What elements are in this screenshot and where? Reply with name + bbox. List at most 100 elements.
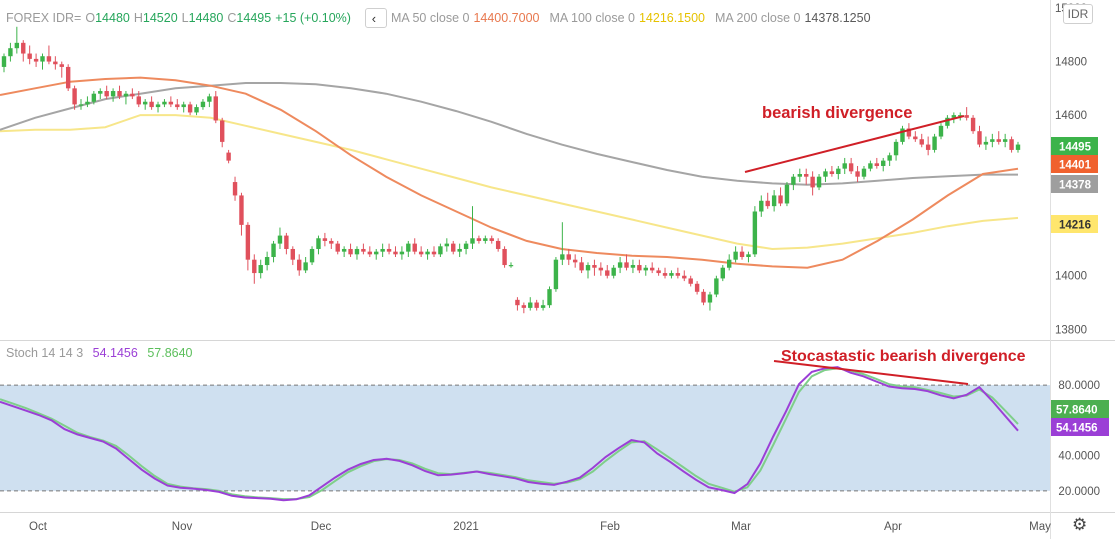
stoch-band (0, 385, 1050, 491)
candle-body (874, 163, 880, 166)
candle-body (46, 56, 52, 62)
candle-body (688, 278, 693, 284)
candle-body (226, 152, 231, 161)
stoch-legend: Stoch 14 14 3 54.1456 57.8640 (6, 346, 199, 360)
price-divergence-label: bearish divergence (762, 104, 912, 122)
candle-body (110, 91, 116, 97)
candle-body (27, 53, 32, 59)
candle-body (592, 265, 597, 268)
candle-body (386, 248, 392, 252)
candle-body (739, 251, 745, 258)
time-tick-label: Oct (29, 521, 48, 533)
candle-body (669, 273, 674, 276)
candle-body (123, 93, 129, 97)
candle-body (656, 270, 661, 274)
candle-body (682, 275, 687, 279)
candle-body (566, 254, 571, 260)
candle-body (714, 278, 719, 295)
candle-body (1, 56, 7, 67)
candle-body (162, 101, 167, 105)
price-axis-badge-label: 14216 (1059, 220, 1091, 232)
stoch-k-value: 54.1456 (92, 346, 138, 360)
time-tick-label: Mar (731, 521, 751, 533)
candle-body (637, 265, 642, 271)
ma200-label: MA 200 close 0 (715, 11, 801, 25)
candle-body (1015, 144, 1021, 150)
candle-body (457, 248, 462, 252)
candle-body (932, 136, 937, 150)
candle-body (861, 168, 867, 177)
candle-body (21, 42, 26, 54)
candle-body (836, 168, 841, 175)
candle-body (675, 273, 681, 276)
candle-body (925, 144, 931, 150)
stoch-tick-label: 20.0000 (1058, 486, 1100, 498)
candle-body (207, 96, 212, 102)
candle-body (823, 171, 828, 177)
ma200-value: 14378.1250 (804, 11, 871, 25)
candle-body (707, 294, 713, 303)
candle-body (1002, 139, 1008, 142)
main-legend: FOREX IDR= O14480 H14520 L14480 C14495 +… (6, 8, 875, 28)
price-axis-badge-label: 14495 (1059, 142, 1092, 154)
candle-body (284, 235, 289, 249)
candle-body (515, 299, 520, 306)
candle-body (277, 235, 283, 244)
candle-body (771, 195, 777, 207)
candle-body (489, 238, 494, 241)
candle-body (842, 163, 847, 169)
candle-body (412, 243, 417, 252)
candle-body (945, 117, 950, 126)
candle-body (220, 120, 225, 142)
candle-body (900, 128, 905, 142)
candle-body (252, 259, 257, 274)
candle-body (746, 254, 751, 258)
candle-body (996, 139, 1001, 142)
candle-body (585, 265, 591, 271)
gear-icon[interactable]: ⚙ (1072, 515, 1088, 534)
currency-badge[interactable]: IDR (1063, 4, 1093, 24)
candle-body (53, 61, 58, 65)
candle-body (175, 104, 180, 108)
candle-body (354, 248, 360, 255)
candle-body (264, 257, 270, 266)
low-value: L14480 (181, 11, 224, 25)
candle-body (547, 289, 552, 306)
candle-body (40, 56, 45, 62)
candle-body (810, 176, 815, 188)
candle-body (598, 267, 604, 271)
symbol-label: FOREX IDR= (6, 11, 82, 25)
stoch-axis-badge-label: 54.1456 (1056, 423, 1098, 435)
candle-body (65, 66, 71, 89)
candle-body (572, 259, 578, 263)
candle-body (200, 101, 206, 108)
candle-body (701, 291, 706, 303)
candle-body (938, 125, 944, 137)
candle-body (791, 176, 796, 185)
candle-body (8, 48, 13, 57)
price-divergence-line (744, 115, 965, 173)
candle-body (868, 163, 873, 169)
candle-body (142, 101, 148, 105)
candle-body (528, 302, 533, 308)
candle-body (694, 283, 700, 292)
stoch-label: Stoch 14 14 3 (6, 346, 84, 360)
candle-body (624, 262, 629, 268)
candle-body (451, 243, 456, 252)
candle-body (977, 131, 982, 145)
collapse-legend-button[interactable]: ‹ (364, 8, 387, 28)
candle-body (91, 93, 97, 102)
candle-body (245, 224, 251, 260)
candle-body (329, 240, 334, 244)
candle-body (970, 117, 976, 132)
candle-body (816, 176, 822, 188)
candle-body (630, 265, 636, 268)
candle-body (521, 305, 527, 308)
candle-body (470, 238, 475, 244)
candle-body (553, 259, 559, 290)
candle-body (297, 259, 302, 271)
candle-body (316, 238, 321, 249)
candle-body (374, 251, 379, 255)
price-axis-badge-label: 14401 (1059, 160, 1092, 172)
